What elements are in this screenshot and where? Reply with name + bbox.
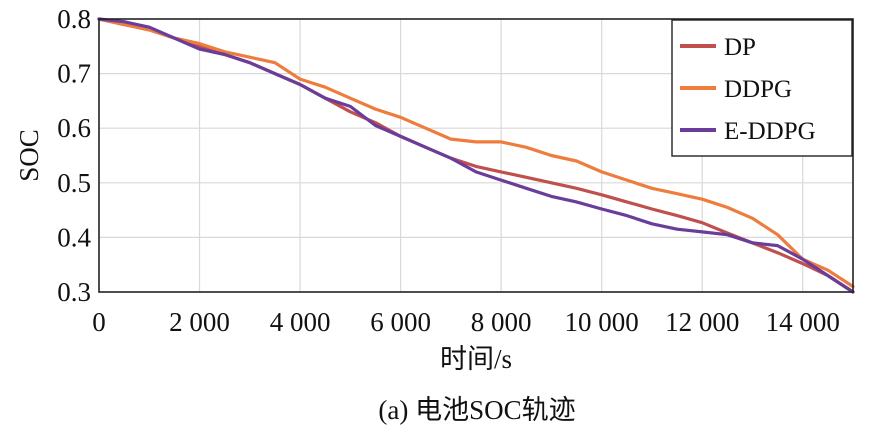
series-line-ddpg [97,17,855,289]
series-line-e-ddpg [97,17,855,294]
x-axis-label: 时间/s [440,344,512,374]
series-lines [97,17,855,294]
x-tick-label: 0 [92,307,106,337]
x-tick-label: 6 000 [370,307,431,337]
y-tick-labels: 0.3 0.4 0.5 0.6 0.7 0.8 [57,4,91,307]
y-axis-label: SOC [14,129,44,182]
x-tick-labels: 0 2 000 4 000 6 000 8 000 10 000 12 000 14 000 [92,307,840,337]
y-tick-label: 0.4 [57,222,91,252]
y-tick-label: 0.3 [57,277,91,307]
figure-caption: (a) 电池SOC轨迹 [378,395,575,425]
y-tick-label: 0.7 [57,59,91,89]
y-tick-label: 0.8 [57,4,91,34]
x-tick-label: 10 000 [565,307,639,337]
legend-label: DDPG [724,76,792,103]
x-tick-label: 2 000 [169,307,230,337]
legend: DP DDPG E-DDPG [671,19,853,157]
plot-frame [98,18,854,293]
legend-label: DP [724,34,756,61]
x-tick-label: 12 000 [665,307,739,337]
x-tick-label: 8 000 [471,307,532,337]
legend-label: E-DDPG [724,118,816,145]
y-tick-label: 0.6 [57,113,91,143]
x-tick-label: 4 000 [270,307,331,337]
x-tick-label: 14 000 [766,307,840,337]
y-tick-label: 0.5 [57,168,91,198]
